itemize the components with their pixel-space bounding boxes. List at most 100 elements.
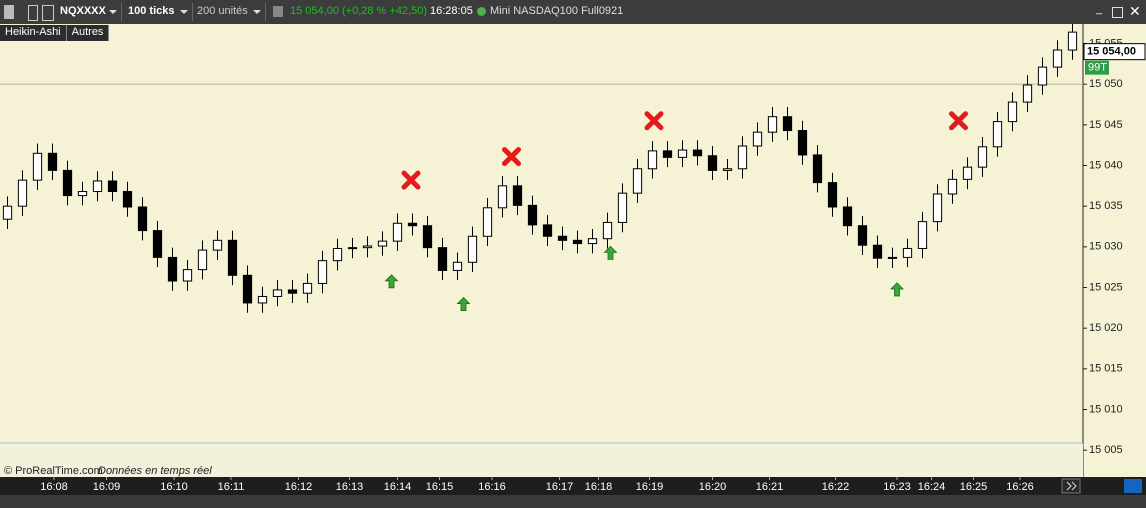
candle-body xyxy=(242,274,253,304)
buy-signal xyxy=(384,274,399,289)
price-axis-background xyxy=(1083,24,1146,477)
candle-body xyxy=(212,239,223,251)
candle-body xyxy=(2,205,13,220)
tick-count-label: 99T xyxy=(1088,62,1107,74)
x-tick-label: 16:26 xyxy=(1006,481,1034,493)
data-notice: Données en temps réel xyxy=(98,465,212,477)
instrument-caret[interactable] xyxy=(109,10,117,14)
plot-background xyxy=(0,24,1083,477)
period-caret[interactable] xyxy=(180,10,188,14)
candle-body xyxy=(1037,66,1048,86)
x-tick-label: 16:18 xyxy=(585,481,613,493)
y-tick-label: 15 025 xyxy=(1089,281,1123,293)
buy-signal xyxy=(456,297,471,311)
style-tabs: Heikin-Ashi Autres xyxy=(0,25,110,41)
info-icon[interactable] xyxy=(273,6,283,17)
candle-body xyxy=(47,152,58,171)
separator xyxy=(192,3,193,21)
tool-icon[interactable] xyxy=(42,5,54,21)
candle-body xyxy=(152,230,163,258)
y-tick-label: 15 040 xyxy=(1089,159,1123,171)
x-tick-label: 16:17 xyxy=(546,481,574,493)
candle-body xyxy=(647,150,658,170)
sell-signal xyxy=(502,147,521,167)
candle-body xyxy=(167,256,178,282)
x-tick-label: 16:12 xyxy=(285,481,313,493)
candle-body xyxy=(332,247,343,262)
instrument-selector[interactable]: NQXXXX xyxy=(60,5,106,17)
candle-body xyxy=(362,245,373,249)
candle-body xyxy=(452,261,463,271)
separator xyxy=(121,3,122,21)
last-price-box xyxy=(1083,43,1146,61)
separator xyxy=(265,3,266,21)
candle-body xyxy=(917,221,928,249)
candle-body xyxy=(272,289,283,297)
minimize-button[interactable]: _ xyxy=(1096,3,1103,15)
candle-body xyxy=(632,168,643,194)
x-tick-label: 16:19 xyxy=(636,481,664,493)
candle-body xyxy=(692,149,703,157)
y-tick-label: 15 030 xyxy=(1089,241,1123,253)
x-tick-label: 16:08 xyxy=(40,481,68,493)
x-tick-label: 16:11 xyxy=(218,481,245,493)
candle-body xyxy=(557,235,568,241)
link-icon[interactable] xyxy=(28,5,38,21)
close-button[interactable]: ✕ xyxy=(1129,3,1141,19)
x-tick-label: 16:25 xyxy=(960,481,988,493)
y-tick-label: 15 050 xyxy=(1089,78,1123,90)
last-price: 15 054,00 xyxy=(290,5,339,17)
candle-body xyxy=(1052,49,1063,68)
units-selector[interactable]: 200 unités xyxy=(197,5,248,17)
candle-body xyxy=(782,116,793,132)
candle-body xyxy=(677,149,688,158)
maximize-button[interactable] xyxy=(1112,7,1123,18)
period-selector[interactable]: 100 ticks xyxy=(128,5,175,17)
candle-body xyxy=(962,166,973,180)
candle-body xyxy=(302,282,313,294)
candle-body xyxy=(512,185,523,206)
candle-body xyxy=(527,204,538,226)
candle-body xyxy=(662,150,673,158)
candle-body xyxy=(602,221,613,240)
units-caret[interactable] xyxy=(253,10,261,14)
x-tick-label: 16:13 xyxy=(336,481,364,493)
candle-body xyxy=(587,238,598,245)
candle-body xyxy=(347,247,358,250)
candle-body xyxy=(62,169,73,197)
candle-body xyxy=(1067,31,1078,51)
candle-body xyxy=(122,191,133,208)
candle-body xyxy=(857,225,868,246)
candle-body xyxy=(572,239,583,245)
other-tab[interactable]: Autres xyxy=(67,25,110,41)
x-tick-label: 16:16 xyxy=(478,481,506,493)
candle-body xyxy=(182,269,193,282)
candle-body xyxy=(617,192,628,223)
sell-signal xyxy=(949,111,968,131)
candle-body xyxy=(77,191,88,197)
candle-body xyxy=(17,179,28,207)
candle-body xyxy=(947,178,958,195)
tick-count-box xyxy=(1085,60,1109,75)
candle-body xyxy=(872,244,883,259)
candle-body xyxy=(497,185,508,209)
settings-button[interactable] xyxy=(1124,479,1142,493)
candle-body xyxy=(107,180,118,193)
candle-body xyxy=(722,168,733,171)
status-strip xyxy=(0,495,1146,508)
sell-signal xyxy=(644,111,664,131)
candle-body xyxy=(707,155,718,171)
price-change: (+0,28 % +42,50) xyxy=(342,5,428,17)
candle-body xyxy=(437,247,448,271)
candle-body xyxy=(842,206,853,227)
candle-body xyxy=(377,240,388,247)
chart-icon[interactable] xyxy=(4,5,14,19)
y-tick-label: 15 035 xyxy=(1089,200,1123,212)
candle-body xyxy=(407,222,418,227)
candle-body xyxy=(977,146,988,168)
y-tick-label: 15 015 xyxy=(1089,363,1123,375)
candle-body xyxy=(1007,101,1018,123)
chart-style-tab[interactable]: Heikin-Ashi xyxy=(0,25,67,41)
